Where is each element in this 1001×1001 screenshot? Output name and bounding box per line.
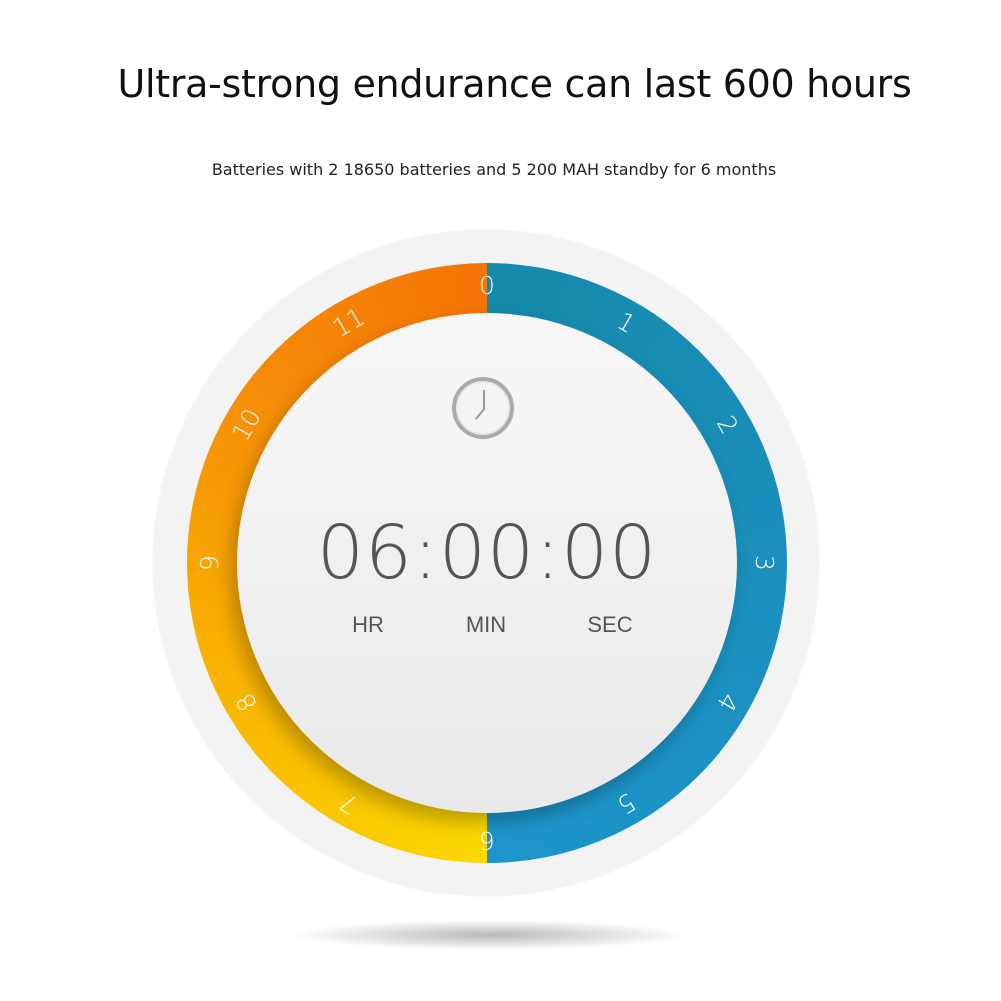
product-shadow xyxy=(290,920,690,950)
dial-number: 9 xyxy=(195,555,224,571)
unit-minutes: MIN xyxy=(465,612,507,637)
unit-seconds: SEC xyxy=(587,612,633,637)
dial-number: 6 xyxy=(479,826,495,855)
subheadline: Batteries with 2 18650 batteries and 5 2… xyxy=(211,160,777,179)
unit-hours: HR xyxy=(352,612,384,637)
clock-icon xyxy=(452,377,514,439)
timer-face xyxy=(237,313,737,813)
dial-number: 0 xyxy=(479,271,495,300)
headline: Ultra-strong endurance can last 600 hour… xyxy=(117,62,912,106)
time-display: 06:00:00 xyxy=(316,510,658,596)
dial-number: 3 xyxy=(750,555,779,571)
